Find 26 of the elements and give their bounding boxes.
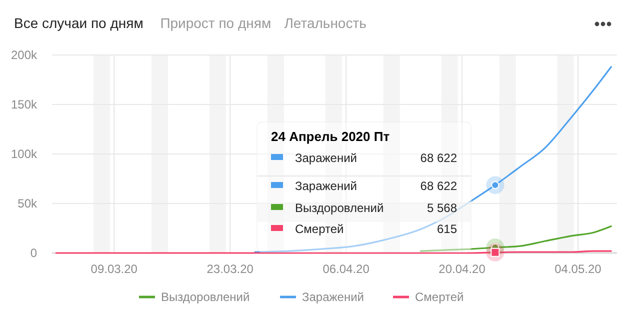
x-tick-label: 04.05.20 [554, 262, 602, 276]
annotation: 615 [436, 222, 458, 236]
annotation: 68 622 [420, 179, 458, 193]
annotation: 24 Апрель 2020 Пт [271, 129, 390, 144]
annotation: Выздоровлений [295, 201, 384, 215]
x-tick-label: 23.03.20 [206, 262, 254, 276]
text: Летальность [284, 15, 366, 31]
x-tick-label: 06.04.20 [322, 262, 370, 276]
text: Прирост по дням [160, 15, 272, 31]
y-tick-label: 50k [18, 196, 38, 210]
annotation: Заражений [295, 151, 358, 165]
chart-title: Все случаи по дням [14, 15, 144, 31]
legend-label: Смертей [415, 290, 464, 304]
annotation: Заражений [295, 179, 358, 193]
legend-label: Выздоровлений [161, 290, 250, 304]
x-tick-label: 09.03.20 [90, 262, 138, 276]
y-tick-label: 0 [30, 246, 38, 260]
y-tick-label: 200k [10, 48, 38, 62]
annotation: Смертей [295, 222, 344, 236]
x-tick-label: 20.04.20 [438, 262, 486, 276]
y-tick-label: 150k [10, 98, 38, 112]
annotation: 5 568 [426, 201, 458, 215]
legend-label: Заражений [302, 290, 364, 304]
y-tick-label: 100k [10, 147, 38, 161]
line-series [254, 66, 612, 253]
annotation: 68 622 [420, 151, 458, 165]
